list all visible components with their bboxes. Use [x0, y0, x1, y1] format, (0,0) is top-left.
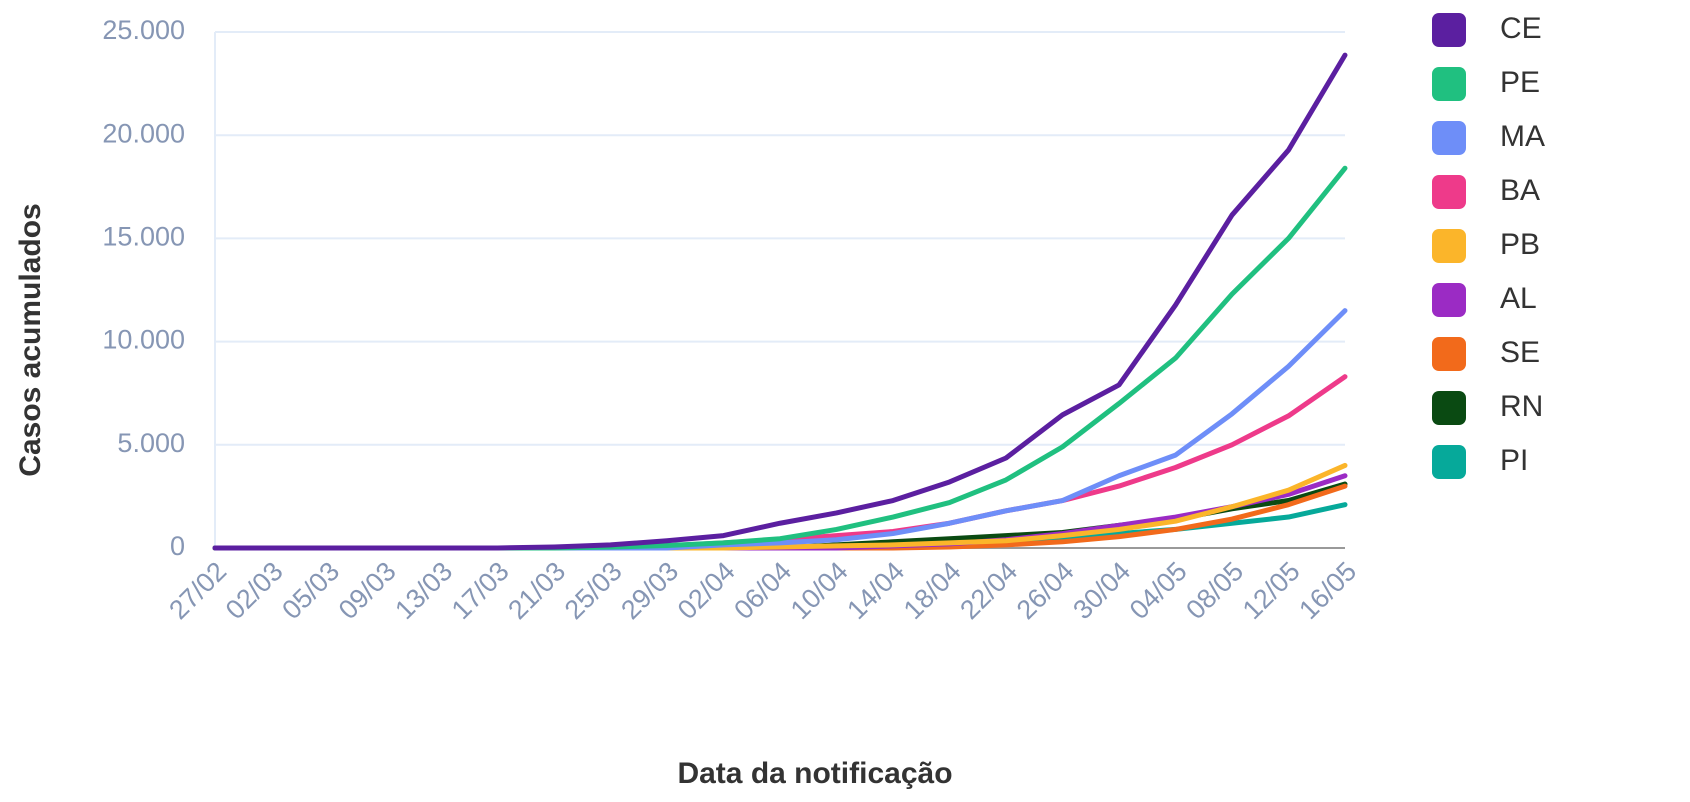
x-tick-label: 25/03 — [559, 556, 628, 625]
x-tick-label: 13/03 — [389, 556, 458, 625]
x-tick-label: 08/05 — [1180, 556, 1249, 625]
series-line — [212, 165, 1348, 551]
legend-swatch — [1432, 337, 1466, 371]
series-line — [212, 52, 1348, 551]
series-line — [212, 308, 1348, 551]
x-tick-label: 17/03 — [446, 556, 515, 625]
x-tick-label: 12/05 — [1237, 556, 1306, 625]
legend-swatch — [1432, 13, 1466, 47]
legend-label: BA — [1500, 174, 1540, 207]
x-tick-label: 09/03 — [333, 556, 402, 625]
legend-swatch — [1432, 175, 1466, 209]
series-line — [212, 462, 1348, 551]
legend-label: MA — [1500, 120, 1545, 153]
y-axis-title: Casos acumulados — [14, 203, 47, 476]
x-tick-label: 14/04 — [841, 556, 910, 625]
y-tick-label: 0 — [170, 531, 185, 561]
legend-label: PB — [1500, 228, 1540, 261]
legend-label: CE — [1500, 12, 1542, 45]
y-tick-label: 25.000 — [102, 15, 185, 45]
x-axis-title: Data da notificação — [677, 757, 952, 790]
legend-swatch — [1432, 121, 1466, 155]
y-tick-label: 20.000 — [102, 118, 185, 148]
x-tick-label: 29/03 — [615, 556, 684, 625]
x-tick-label: 26/04 — [1011, 556, 1080, 625]
x-tick-label: 16/05 — [1293, 556, 1362, 625]
x-tick-label: 06/04 — [728, 556, 797, 625]
x-tick-label: 21/03 — [502, 556, 571, 625]
x-tick-label: 18/04 — [898, 556, 967, 625]
y-tick-label: 5.000 — [117, 428, 185, 458]
x-tick-label: 02/04 — [672, 556, 741, 625]
x-tick-label: 04/05 — [1124, 556, 1193, 625]
legend-label: SE — [1500, 336, 1540, 369]
legend-label: RN — [1500, 390, 1543, 423]
x-tick-label: 05/03 — [276, 556, 345, 625]
x-tick-label: 10/04 — [785, 556, 854, 625]
legend-swatch — [1432, 445, 1466, 479]
legend-label: AL — [1500, 282, 1537, 315]
y-tick-label: 10.000 — [102, 325, 185, 355]
x-tick-label: 30/04 — [1067, 556, 1136, 625]
x-tick-label: 27/02 — [163, 556, 232, 625]
legend-label: PI — [1500, 444, 1528, 477]
legend-swatch — [1432, 67, 1466, 101]
legend-swatch — [1432, 283, 1466, 317]
legend-swatch — [1432, 229, 1466, 263]
y-tick-label: 15.000 — [102, 222, 185, 252]
legend-swatch — [1432, 391, 1466, 425]
x-tick-label: 02/03 — [220, 556, 289, 625]
legend-label: PE — [1500, 66, 1540, 99]
x-tick-label: 22/04 — [954, 556, 1023, 625]
